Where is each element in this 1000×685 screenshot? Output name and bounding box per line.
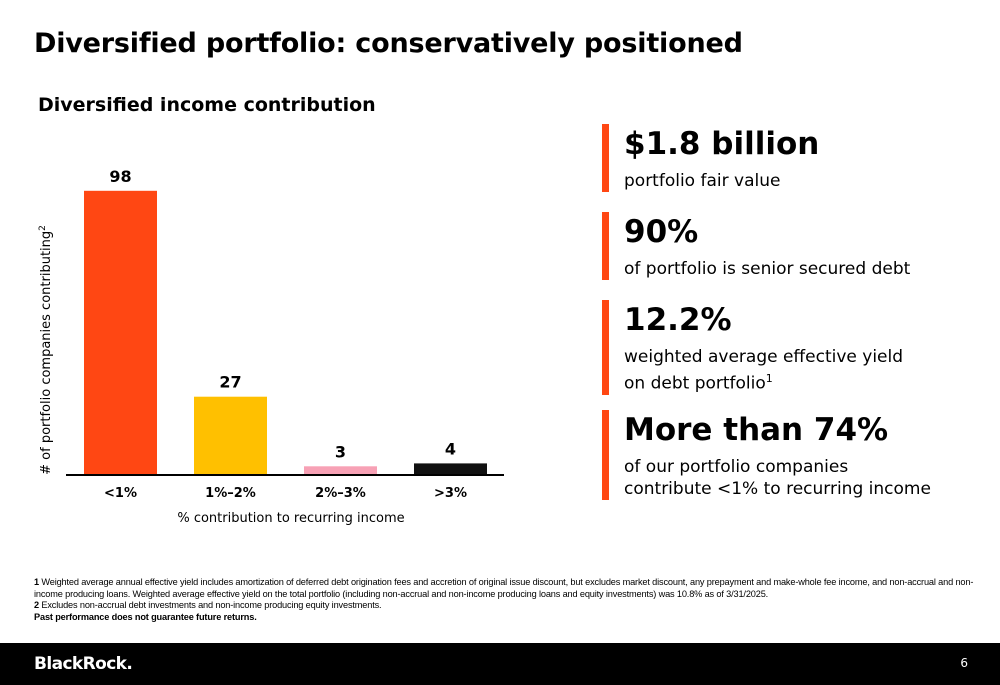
bar-1 — [84, 190, 157, 476]
stat-description: portfolio fair value — [624, 171, 781, 191]
blackrock-logo: BlackRock. — [34, 654, 133, 674]
bar-3 — [304, 466, 377, 475]
stat-description: of our portfolio companies contribute <1… — [624, 456, 931, 500]
footnote-1: 1 Weighted average annual effective yiel… — [34, 577, 974, 599]
data-label-4: 4 — [445, 439, 456, 458]
stat-description-line: on debt portfolio1 — [624, 372, 773, 394]
stat-companies-share: More than 74% of our portfolio companies… — [602, 410, 931, 500]
footnotes: 1 Weighted average annual effective yiel… — [34, 577, 974, 623]
chart-title: Diversified income contribution — [38, 94, 376, 116]
y-axis-title: # of portfolio companies contributing2 — [38, 225, 54, 475]
x-tick-label-3: 2%–3% — [315, 486, 366, 501]
slide-title: Diversified portfolio: conservatively po… — [34, 28, 743, 59]
footer-bar: BlackRock. 6 — [0, 643, 1000, 685]
stat-fair-value: $1.8 billion portfolio fair value — [602, 124, 819, 192]
x-tick-label-4: >3% — [434, 486, 467, 501]
stat-value: More than 74% — [624, 412, 889, 448]
stat-accent-bar — [602, 410, 609, 500]
stat-description-line: contribute <1% to recurring income — [624, 479, 931, 499]
bar-2 — [194, 396, 267, 475]
x-axis-title: % contribution to recurring income — [177, 511, 404, 526]
stat-description-line: of our portfolio companies — [624, 457, 849, 477]
stat-value: $1.8 billion — [624, 126, 820, 162]
x-tick-label-2: 1%–2% — [205, 486, 256, 501]
stat-senior-secured: 90% of portfolio is senior secured debt — [602, 212, 910, 280]
stat-description-line: weighted average effective yield — [624, 347, 904, 367]
data-label-1: 98 — [109, 167, 131, 186]
stat-effective-yield: 12.2% weighted average effective yield o… — [602, 300, 903, 395]
page-number: 6 — [960, 656, 968, 670]
stat-value: 12.2% — [624, 302, 732, 338]
data-label-3: 3 — [335, 442, 346, 461]
stat-value: 90% — [624, 214, 699, 250]
stat-description: of portfolio is senior secured debt — [624, 259, 911, 279]
disclaimer: Past performance does not guarantee futu… — [34, 611, 257, 622]
bar-chart: 98 <1% 27 1%–2% 3 2%–3% 4 >3% % contribution to… — [38, 167, 504, 526]
stat-description: weighted average effective yield on debt… — [624, 346, 903, 395]
stat-accent-bar — [602, 212, 609, 280]
stat-accent-bar — [602, 300, 609, 395]
bar-4 — [414, 463, 487, 475]
footnote-ref: 1 — [765, 372, 773, 385]
y-axis-title-superscript: 2 — [38, 225, 48, 231]
x-tick-label-1: <1% — [104, 486, 137, 501]
stat-accent-bar — [602, 124, 609, 192]
footnote-2: 2 Excludes non-accrual debt investments … — [34, 600, 382, 610]
data-label-2: 27 — [219, 373, 241, 392]
